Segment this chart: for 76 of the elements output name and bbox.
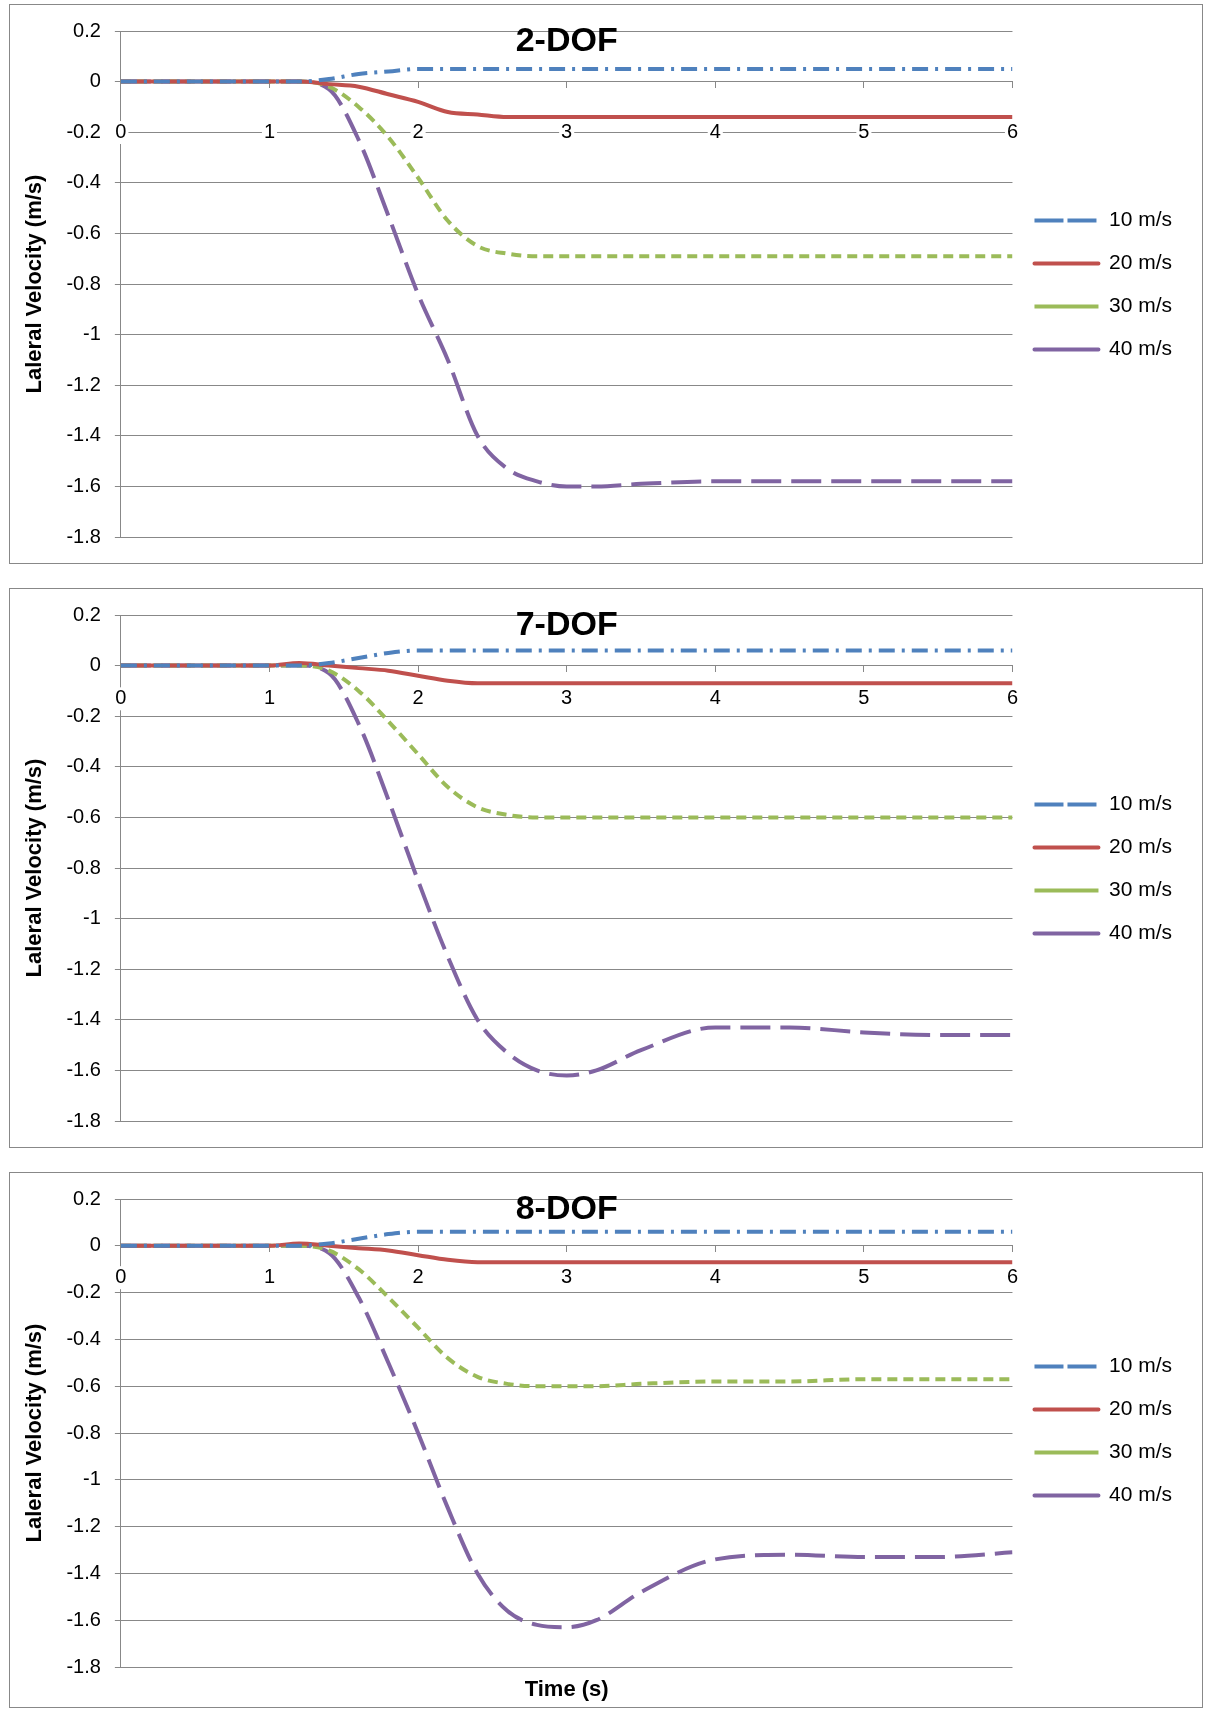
y-tick-label: -1 [83,322,101,345]
y-tick-label: -0.8 [66,855,101,878]
y-tick-label: -0.8 [66,271,101,294]
legend-label: 10 m/s [1108,791,1173,815]
y-tick-label: -1.8 [66,1108,101,1131]
legend-label: 30 m/s [1108,293,1173,317]
y-tick-label: -0.2 [66,1280,101,1303]
legend-label: 20 m/s [1108,1396,1173,1420]
legend-label: 20 m/s [1108,834,1173,858]
y-tick-label: -0.2 [66,119,101,142]
legend-label: 30 m/s [1108,1439,1173,1463]
x-tick-label: 0 [115,1264,127,1287]
x-tick-label: 0 [115,119,127,142]
y-tick-label: 0.2 [73,18,101,41]
y-tick-label: -1.8 [66,524,101,547]
y-tick-label: -0.6 [66,220,101,243]
x-tick-label: 5 [858,1264,870,1287]
y-tick-label: 0.2 [73,602,101,625]
x-tick-label: 0 [115,685,127,708]
y-tick-label: -1 [83,1467,101,1490]
y-tick-label: -1.4 [66,1007,101,1030]
y-tick-label: -1.2 [66,372,101,395]
y-tick-label: -1.4 [66,1560,101,1583]
x-tick-label: 4 [709,119,721,142]
y-tick-label: -1.6 [66,473,101,496]
chart-title: 7-DOF [515,604,618,643]
y-tick-label: -0.4 [66,170,101,193]
x-tick-label: 4 [709,1264,721,1287]
y-tick-label: -1 [83,906,101,929]
y-tick-label: -0.8 [66,1420,101,1443]
x-tick-label: 1 [263,119,276,142]
legend-label: 40 m/s [1108,920,1173,944]
legend-label: 20 m/s [1108,250,1173,274]
y-tick-label: -1.8 [66,1654,101,1677]
x-tick-label: 3 [561,119,573,142]
chart-title: 8-DOF [515,1188,618,1227]
x-tick-label: 5 [858,119,870,142]
legend-label: 10 m/s [1108,207,1173,231]
x-tick-label: 6 [1006,119,1019,142]
chart-title: 2-DOF [515,20,618,59]
legend-label: 40 m/s [1108,336,1173,360]
y-tick-label: -0.6 [66,1373,101,1396]
legend-label: 10 m/s [1108,1353,1173,1377]
x-tick-label: 3 [561,1264,573,1287]
y-axis-title: Laleral Velocity (m/s) [21,174,47,394]
y-tick-label: -1.6 [66,1607,101,1630]
x-tick-label: 6 [1006,685,1019,708]
x-axis-title: Time (s) [524,1676,609,1702]
y-tick-label: -1.2 [66,956,101,979]
y-tick-label: -0.2 [66,703,101,726]
x-tick-label: 4 [709,685,721,708]
y-axis-title: Laleral Velocity (m/s) [21,758,47,978]
x-tick-label: 1 [263,1264,276,1287]
y-tick-label: -1.6 [66,1057,101,1080]
y-tick-label: 0.2 [73,1186,101,1209]
x-tick-label: 6 [1006,1264,1019,1287]
line-series [120,66,1013,84]
legend-label: 40 m/s [1108,1482,1173,1506]
line-series [120,1229,1013,1248]
x-tick-label: 2 [412,1264,424,1287]
x-tick-label: 3 [561,685,573,708]
line-series [120,648,1013,668]
y-tick-label: -1.2 [66,1514,101,1537]
y-tick-label: -1.4 [66,423,101,446]
y-tick-label: -0.4 [66,754,101,777]
y-tick-label: -0.6 [66,804,101,827]
x-tick-label: 5 [858,685,870,708]
y-axis-title: Laleral Velocity (m/s) [21,1323,47,1543]
x-tick-label: 2 [412,685,424,708]
y-tick-label: -0.4 [66,1326,101,1349]
x-tick-label: 2 [412,119,424,142]
x-tick-label: 1 [263,685,276,708]
y-tick-label: 0 [89,653,101,676]
y-tick-label: 0 [89,1233,101,1256]
y-tick-label: 0 [89,69,101,92]
legend-label: 30 m/s [1108,877,1173,901]
